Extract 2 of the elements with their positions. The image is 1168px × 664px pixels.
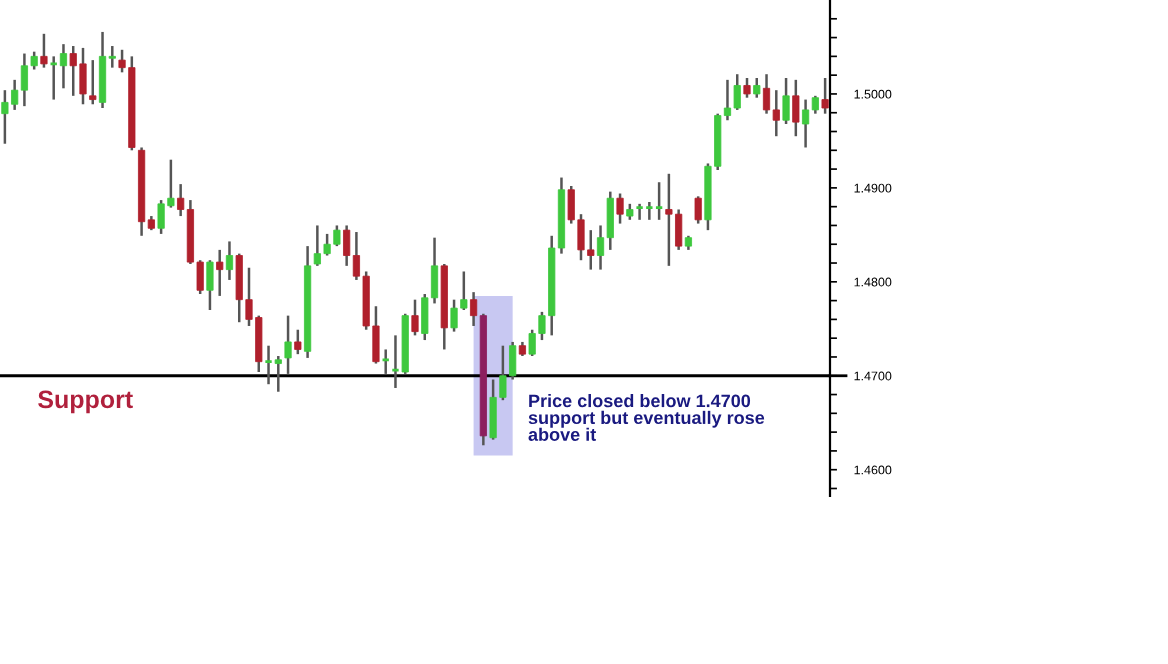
ref-line-label: Support (38, 390, 133, 414)
annotation: Price closed below 1.4700 support but eventually rose above it (528, 394, 765, 441)
